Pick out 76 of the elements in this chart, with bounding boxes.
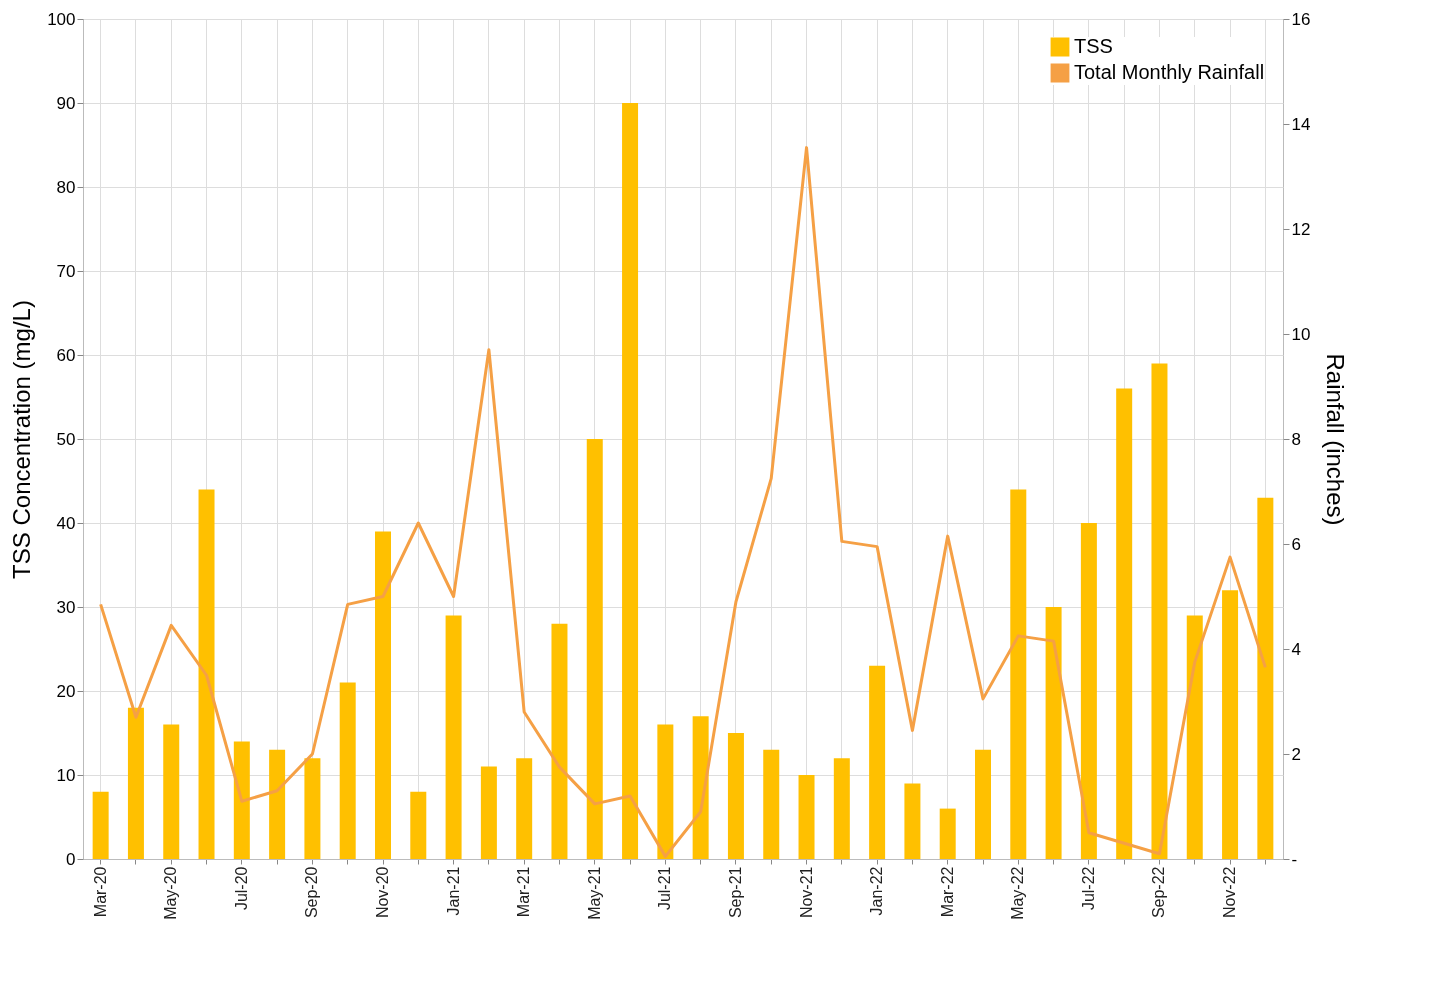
bar bbox=[798, 775, 815, 859]
y2-axis-title: Rainfall (inches) bbox=[1322, 353, 1350, 526]
bar bbox=[763, 749, 780, 859]
bar bbox=[1080, 523, 1097, 859]
bar bbox=[586, 439, 603, 859]
bar bbox=[1151, 363, 1168, 859]
y-axis-title: TSS Concentration (mg/L) bbox=[8, 300, 36, 579]
bar bbox=[1010, 489, 1027, 859]
bar bbox=[163, 724, 180, 859]
y2-tick-label: 6 bbox=[1291, 534, 1301, 554]
bar bbox=[410, 791, 427, 859]
bar bbox=[1186, 615, 1203, 859]
bar bbox=[622, 103, 639, 859]
bar bbox=[339, 682, 356, 859]
bar bbox=[516, 758, 533, 859]
y-tick-label: 70 bbox=[56, 261, 76, 281]
bar bbox=[939, 808, 956, 859]
x-tick-label: Jul-21 bbox=[656, 866, 674, 911]
bar bbox=[657, 724, 674, 859]
y-tick-label: 80 bbox=[56, 177, 76, 197]
y2-tick-label: 2 bbox=[1291, 744, 1301, 764]
bar bbox=[233, 741, 250, 859]
x-tick-label: Sep-21 bbox=[726, 866, 744, 919]
bar bbox=[833, 758, 850, 859]
x-tick-label: Jul-22 bbox=[1079, 866, 1097, 911]
line-series bbox=[99, 146, 1267, 858]
legend-label: TSS bbox=[1074, 35, 1113, 57]
x-tick-label: May-20 bbox=[162, 866, 180, 920]
legend-label: Total Monthly Rainfall bbox=[1074, 61, 1265, 83]
x-tick-label: Nov-21 bbox=[797, 866, 815, 919]
y-tick-label: 0 bbox=[66, 849, 76, 869]
x-tick-label: Nov-22 bbox=[1221, 866, 1239, 919]
bar bbox=[551, 623, 568, 859]
y2-tick-label: 8 bbox=[1291, 429, 1301, 449]
y-tick-label: 10 bbox=[56, 765, 76, 785]
bar bbox=[304, 758, 321, 859]
x-tick-label: Sep-20 bbox=[303, 866, 321, 919]
y-tick-label: 90 bbox=[56, 93, 76, 113]
y2-tick-label: 4 bbox=[1291, 639, 1301, 659]
y2-tick-label: 10 bbox=[1291, 324, 1311, 344]
y-tick-label: 100 bbox=[47, 9, 76, 29]
y2-tick-label: 14 bbox=[1291, 114, 1311, 134]
bar bbox=[1222, 590, 1239, 859]
y-tick-label: 30 bbox=[56, 597, 76, 617]
bar bbox=[1116, 388, 1133, 859]
bar bbox=[445, 615, 462, 859]
y-tick-label: 60 bbox=[56, 345, 76, 365]
bar bbox=[692, 716, 709, 859]
bar bbox=[1045, 607, 1062, 859]
y2-tick-label: - bbox=[1291, 849, 1298, 869]
y2-tick-label: 16 bbox=[1291, 9, 1311, 29]
x-tick-label: Mar-22 bbox=[938, 866, 956, 918]
bar bbox=[269, 749, 286, 859]
y-tick-label: 40 bbox=[56, 513, 76, 533]
bar bbox=[198, 489, 215, 859]
bar bbox=[904, 783, 921, 859]
x-tick-label: Mar-21 bbox=[515, 866, 533, 918]
x-tick-label: Jan-21 bbox=[444, 866, 462, 916]
y-tick-label: 50 bbox=[56, 429, 76, 449]
y2-tick-label: 12 bbox=[1291, 219, 1311, 239]
bar bbox=[869, 665, 886, 859]
bar bbox=[727, 733, 744, 859]
bar bbox=[1257, 497, 1274, 859]
bar bbox=[375, 531, 391, 859]
bar bbox=[480, 766, 497, 859]
y-tick-label: 20 bbox=[56, 681, 76, 701]
x-tick-label: May-22 bbox=[1009, 866, 1027, 920]
bar bbox=[975, 749, 991, 859]
x-tick-label: Jul-20 bbox=[232, 866, 250, 911]
bar bbox=[127, 707, 144, 859]
x-tick-label: Nov-20 bbox=[374, 866, 391, 919]
x-tick-label: Sep-22 bbox=[1150, 866, 1168, 919]
x-tick-label: Mar-20 bbox=[91, 866, 109, 918]
bar bbox=[92, 791, 109, 859]
x-tick-label: May-21 bbox=[585, 866, 603, 920]
x-tick-label: Jan-22 bbox=[868, 866, 886, 916]
